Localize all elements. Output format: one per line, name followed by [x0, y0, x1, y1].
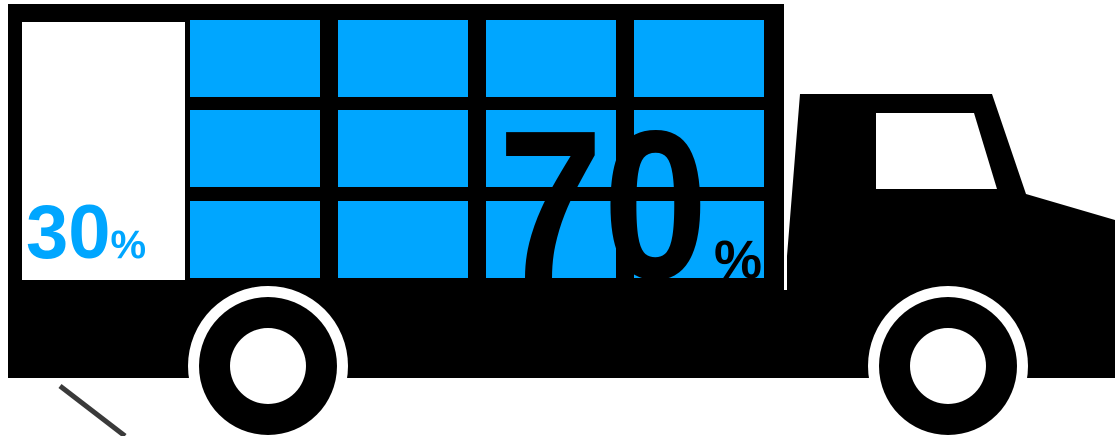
load-cell	[338, 20, 468, 97]
load-cell	[634, 201, 764, 278]
cab-window	[876, 113, 997, 189]
truck-icon	[8, 4, 1115, 436]
load-cell	[486, 201, 616, 278]
load-cell	[486, 110, 616, 187]
empty-share-unit: %	[111, 223, 147, 267]
front-wheel-hub	[910, 328, 986, 404]
load-cell	[338, 110, 468, 187]
rear-wheel-hub	[230, 328, 306, 404]
wheel-icon	[868, 286, 1028, 436]
empty-share-label: 30%	[26, 190, 146, 275]
load-cell	[486, 20, 616, 97]
loaded-share-label: 70%	[498, 86, 762, 323]
load-cell	[190, 201, 320, 278]
ground-line	[58, 384, 127, 436]
load-cell	[190, 110, 320, 187]
empty-section	[22, 22, 185, 280]
loaded-share-value: 70	[498, 86, 708, 323]
load-cell	[634, 20, 764, 97]
wheel-icon	[188, 286, 348, 436]
load-cell	[634, 110, 764, 187]
load-cell	[190, 20, 320, 97]
empty-share-value: 30	[26, 190, 111, 275]
loaded-cells	[190, 20, 764, 278]
loaded-share-unit: %	[714, 230, 762, 290]
load-cell	[338, 201, 468, 278]
